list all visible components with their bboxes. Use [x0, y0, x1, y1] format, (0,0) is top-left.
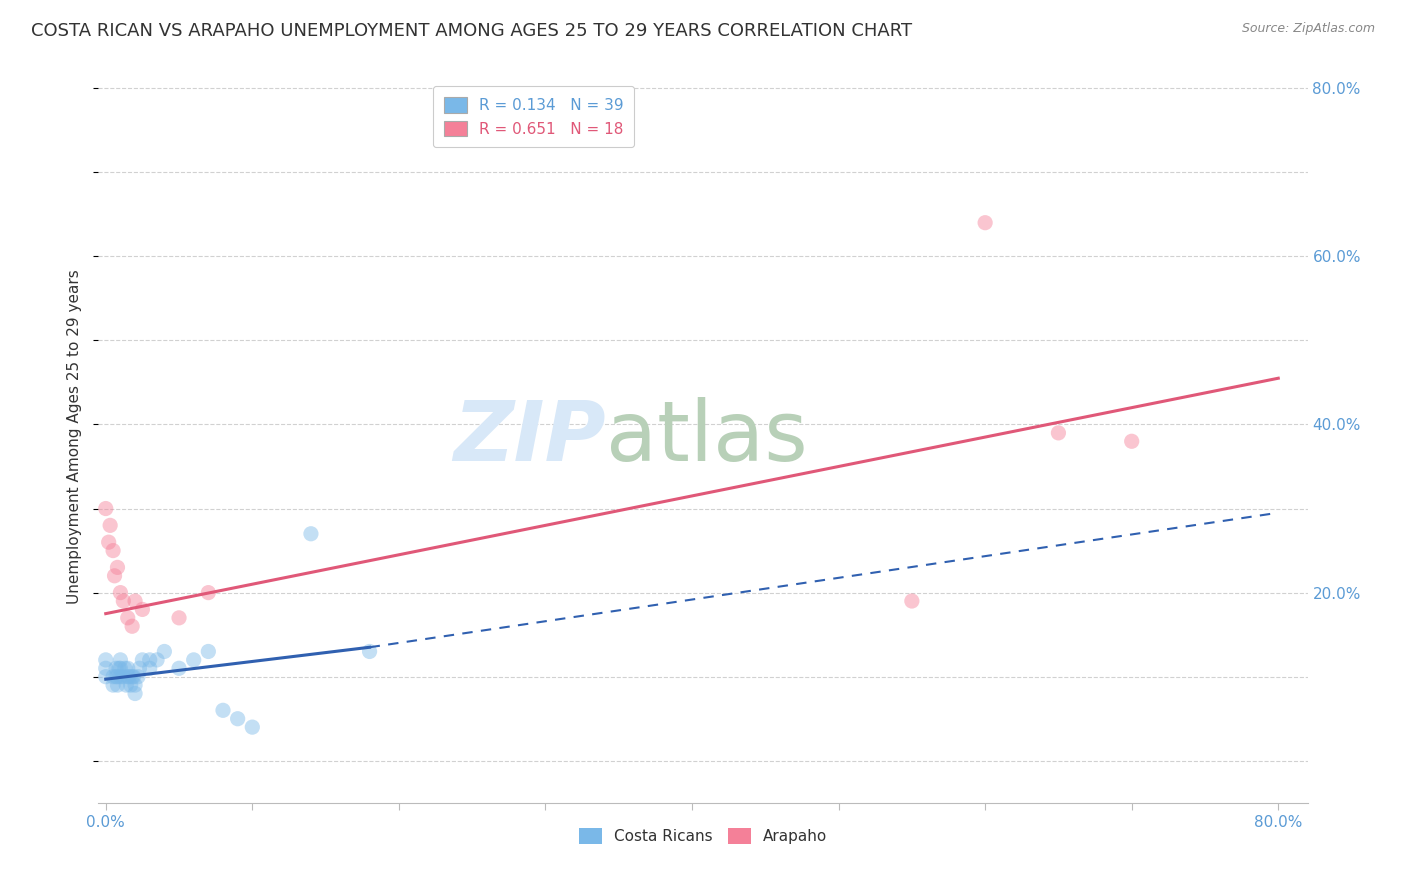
Text: Source: ZipAtlas.com: Source: ZipAtlas.com: [1241, 22, 1375, 36]
Point: [97, 535, 120, 549]
Point: [212, 703, 235, 717]
Point: [124, 686, 146, 700]
Point: [101, 543, 124, 558]
Point: [112, 594, 135, 608]
Point: [131, 602, 153, 616]
Point: [183, 653, 205, 667]
Point: [197, 585, 219, 599]
Point: [108, 661, 131, 675]
Point: [117, 661, 139, 675]
Point: [197, 644, 219, 658]
Point: [94, 670, 117, 684]
Point: [110, 670, 132, 684]
Point: [121, 619, 143, 633]
Point: [94, 653, 117, 667]
Point: [98, 518, 121, 533]
Point: [127, 670, 149, 684]
Point: [110, 585, 132, 599]
Point: [1121, 434, 1143, 449]
Point: [94, 501, 117, 516]
Point: [124, 594, 146, 608]
Text: ZIP: ZIP: [454, 397, 606, 477]
Point: [128, 661, 150, 675]
Point: [120, 678, 142, 692]
Point: [299, 526, 322, 541]
Point: [115, 678, 138, 692]
Point: [105, 661, 128, 675]
Point: [167, 661, 190, 675]
Point: [107, 560, 129, 574]
Point: [101, 670, 124, 684]
Point: [110, 661, 132, 675]
Point: [146, 653, 169, 667]
Point: [94, 661, 117, 675]
Point: [974, 216, 997, 230]
Point: [167, 611, 190, 625]
Point: [138, 653, 160, 667]
Y-axis label: Unemployment Among Ages 25 to 29 years: Unemployment Among Ages 25 to 29 years: [67, 269, 83, 605]
Point: [110, 653, 132, 667]
Point: [118, 670, 141, 684]
Point: [226, 712, 249, 726]
Point: [105, 670, 128, 684]
Point: [1047, 425, 1070, 440]
Point: [103, 569, 125, 583]
Point: [153, 644, 176, 658]
Point: [101, 678, 124, 692]
Point: [117, 611, 139, 625]
Point: [124, 678, 146, 692]
Text: COSTA RICAN VS ARAPAHO UNEMPLOYMENT AMONG AGES 25 TO 29 YEARS CORRELATION CHART: COSTA RICAN VS ARAPAHO UNEMPLOYMENT AMON…: [31, 22, 912, 40]
Point: [114, 661, 136, 675]
Point: [240, 720, 263, 734]
Point: [138, 661, 160, 675]
Point: [131, 653, 153, 667]
Point: [112, 670, 135, 684]
Point: [117, 670, 139, 684]
Point: [107, 670, 129, 684]
Point: [107, 678, 129, 692]
Legend: Costa Ricans, Arapaho: Costa Ricans, Arapaho: [572, 822, 834, 850]
Point: [121, 670, 143, 684]
Point: [122, 670, 145, 684]
Point: [901, 594, 924, 608]
Text: atlas: atlas: [606, 397, 808, 477]
Point: [359, 644, 381, 658]
